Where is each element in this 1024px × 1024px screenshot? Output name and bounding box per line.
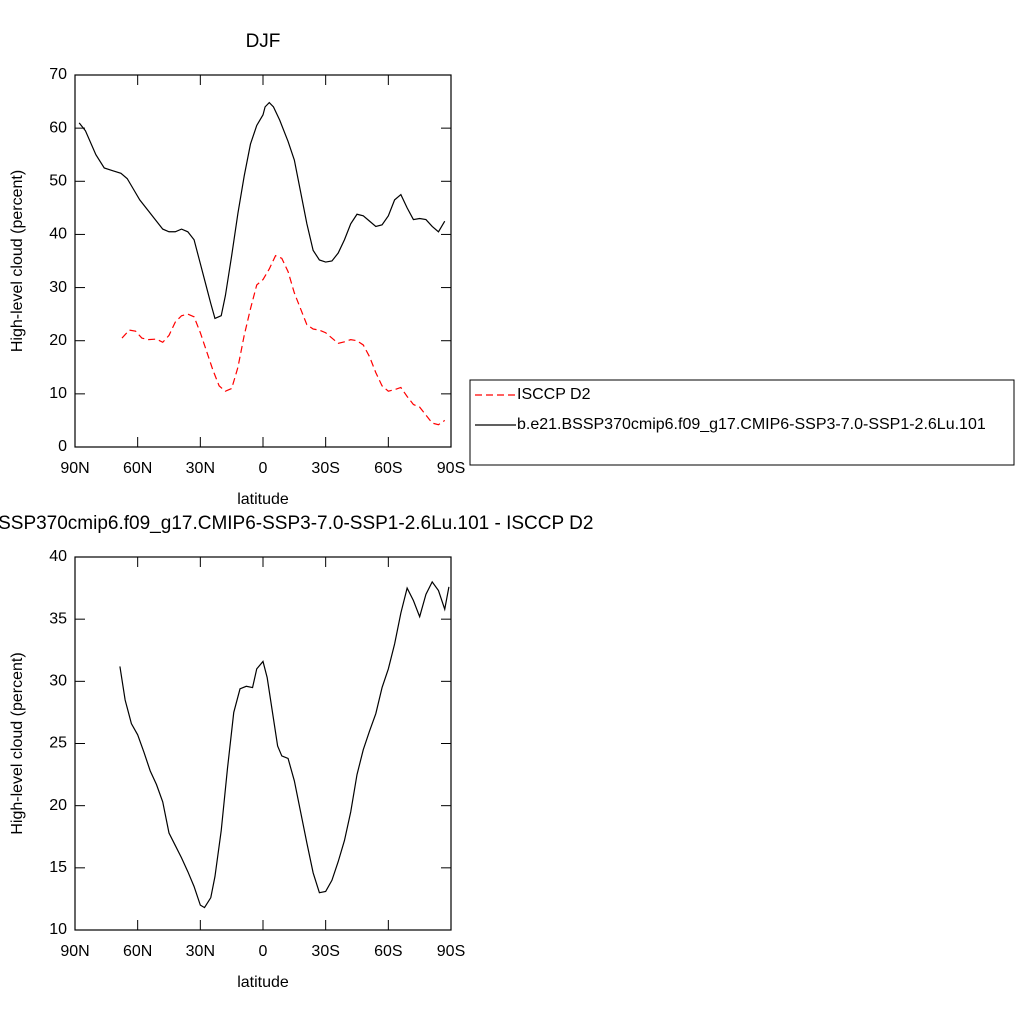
x-tick-label: 60N	[123, 460, 152, 477]
legend-label: b.e21.BSSP370cmip6.f09_g17.CMIP6-SSP3-7.…	[517, 416, 986, 433]
x-tick-label: 0	[259, 460, 268, 477]
y-tick-label: 40	[49, 226, 67, 243]
data-line	[119, 580, 450, 909]
x-axis-label: latitude	[237, 491, 289, 508]
x-tick-label: 30N	[186, 460, 215, 477]
x-tick-label: 30S	[311, 460, 339, 477]
plot-frame	[74, 556, 452, 931]
data-line	[121, 254, 446, 426]
y-tick-label: 20	[49, 797, 67, 814]
y-axis-label: High-level cloud (percent)	[9, 170, 26, 352]
y-tick-label: 30	[49, 673, 67, 690]
y-axis-label: High-level cloud (percent)	[9, 652, 26, 834]
y-tick-label: 10	[49, 385, 67, 402]
y-tick-label: 30	[49, 279, 67, 296]
y-tick-label: 20	[49, 332, 67, 349]
chart-title: b.e21.BSSP370cmip6.f09_g17.CMIP6-SSP3-7.…	[0, 513, 593, 534]
y-tick-label: 50	[49, 173, 67, 190]
x-tick-label: 30N	[186, 943, 215, 960]
chart-title: DJF	[246, 31, 281, 52]
y-tick-label: 10	[49, 921, 67, 938]
y-tick-label: 70	[49, 66, 67, 83]
x-tick-label: 0	[259, 943, 268, 960]
x-tick-label: 60N	[123, 943, 152, 960]
x-tick-label: 90S	[437, 943, 465, 960]
y-tick-label: 40	[49, 548, 67, 565]
x-tick-label: 90N	[60, 943, 89, 960]
y-tick-label: 25	[49, 735, 67, 752]
x-tick-label: 90S	[437, 460, 465, 477]
x-axis-label: latitude	[237, 974, 289, 991]
x-tick-label: 90N	[60, 460, 89, 477]
x-tick-label: 60S	[374, 943, 402, 960]
y-tick-label: 15	[49, 859, 67, 876]
y-tick-label: 35	[49, 610, 67, 627]
x-tick-label: 60S	[374, 460, 402, 477]
y-tick-label: 0	[58, 438, 67, 455]
legend-label: ISCCP D2	[517, 386, 591, 403]
y-tick-label: 60	[49, 119, 67, 136]
x-tick-label: 30S	[311, 943, 339, 960]
plot-frame	[74, 74, 452, 448]
data-line	[78, 101, 446, 320]
legend-box	[469, 379, 1015, 466]
